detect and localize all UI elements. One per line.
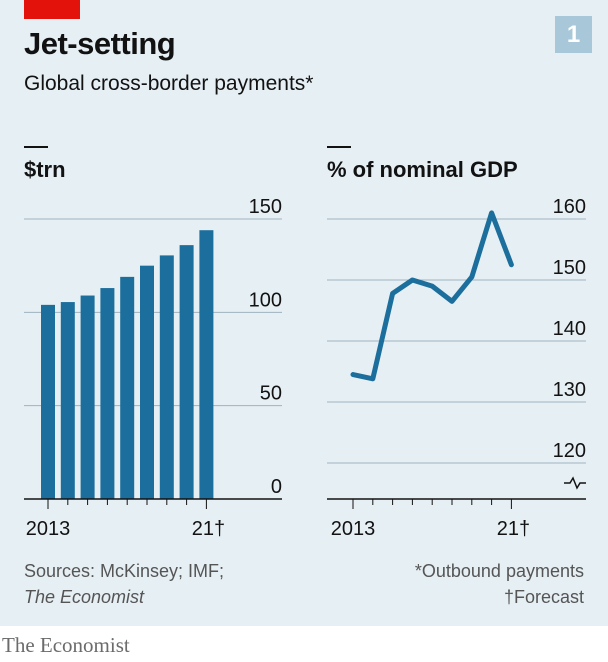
bar-2017 — [120, 276, 135, 499]
publisher-brand: The Economist — [2, 633, 130, 657]
line-ytick-label: 150 — [553, 257, 586, 279]
bar-xtick-label-start: 2013 — [26, 518, 71, 540]
line-ytick-label: 140 — [553, 318, 586, 340]
bar-ytick-label: 100 — [249, 289, 282, 311]
bar-2019 — [159, 255, 174, 499]
bar-2020 — [179, 245, 194, 499]
left-unit-dash — [24, 146, 48, 148]
source-line-1: Sources: McKinsey; IMF; — [24, 561, 225, 581]
left-unit-label: $trn — [24, 157, 66, 182]
bar-2014 — [60, 302, 75, 499]
footnote: *Outbound payments †Forecast — [415, 558, 584, 610]
source-line-2: The Economist — [24, 587, 145, 607]
bar-ytick-label: 50 — [260, 383, 282, 405]
bar-2016 — [100, 288, 115, 499]
bar-2021 — [199, 230, 214, 499]
right-unit-dash — [327, 146, 351, 148]
line-ytick-label: 120 — [553, 440, 586, 462]
bar-ytick-label: 0 — [271, 476, 282, 498]
brand-red-tag — [24, 0, 80, 19]
line-series — [350, 210, 514, 382]
bar-2018 — [140, 265, 154, 499]
bar-xtick-label-end: 21† — [192, 518, 225, 540]
bar-2015 — [80, 295, 95, 499]
charts-svg: 0 50 100 150 2013 21† 120 130 140 150 160 2013 21† — [24, 196, 586, 540]
axis-break-icon — [564, 476, 586, 490]
chart-number-badge: 1 — [555, 16, 592, 53]
chart-title: Jet-setting — [24, 26, 176, 61]
bar-ytick-label: 150 — [249, 196, 282, 218]
right-unit-label: % of nominal GDP — [327, 157, 518, 182]
chart-subtitle: Global cross-border payments* — [24, 72, 314, 95]
source-note: Sources: McKinsey; IMF; The Economist — [24, 558, 224, 610]
footnote-line-2: †Forecast — [503, 587, 584, 607]
line-xtick-label-start: 2013 — [331, 518, 376, 540]
bar-2013 — [41, 304, 55, 499]
line-ytick-label: 130 — [553, 379, 586, 401]
line-xtick-label-end: 21† — [497, 518, 530, 540]
footnote-line-1: *Outbound payments — [414, 561, 584, 581]
line-ytick-label: 160 — [553, 196, 586, 218]
